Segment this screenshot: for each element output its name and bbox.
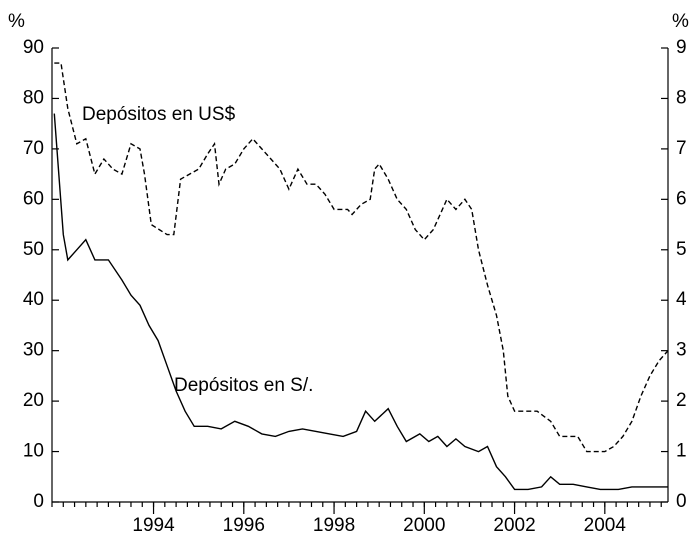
y-tick-label: 80 (23, 87, 44, 108)
series-line (54, 62, 669, 453)
y2-tick-label: 0 (676, 491, 687, 512)
y2-tick-label: 9 (676, 37, 687, 58)
y-tick-label: 50 (23, 239, 44, 260)
y2-tick-label: 4 (676, 289, 687, 310)
y2-tick-label: 1 (676, 441, 687, 462)
y2-tick-label: 3 (676, 340, 687, 361)
x-tick-label: 1994 (132, 515, 175, 536)
y-tick-label: 0 (33, 491, 44, 512)
y-tick-label: 90 (23, 37, 44, 58)
y2-tick-label: 2 (676, 390, 687, 411)
annotation: Depósitos en S/. (174, 375, 313, 396)
y-tick-label: 40 (23, 289, 44, 310)
y-tick-label: 70 (23, 138, 44, 159)
y2-unit-label: % (672, 11, 689, 32)
y2-tick-label: 5 (676, 239, 687, 260)
y-tick-label: 30 (23, 340, 44, 361)
y-tick-label: 20 (23, 390, 44, 411)
x-tick-label: 1996 (223, 515, 265, 536)
x-tick-label: 2002 (493, 515, 535, 536)
y-tick-label: 60 (23, 188, 44, 209)
y2-tick-label: 6 (676, 188, 687, 209)
x-tick-label: 1998 (313, 515, 355, 536)
y2-tick-label: 7 (676, 138, 687, 159)
y2-tick-label: 8 (676, 87, 687, 108)
x-tick-label: 2000 (403, 515, 445, 536)
y-tick-label: 10 (23, 441, 44, 462)
annotation: Depósitos en US$ (82, 104, 236, 125)
y-unit-label: % (8, 11, 25, 32)
series-line (53, 113, 668, 491)
x-tick-label: 2004 (584, 515, 627, 536)
